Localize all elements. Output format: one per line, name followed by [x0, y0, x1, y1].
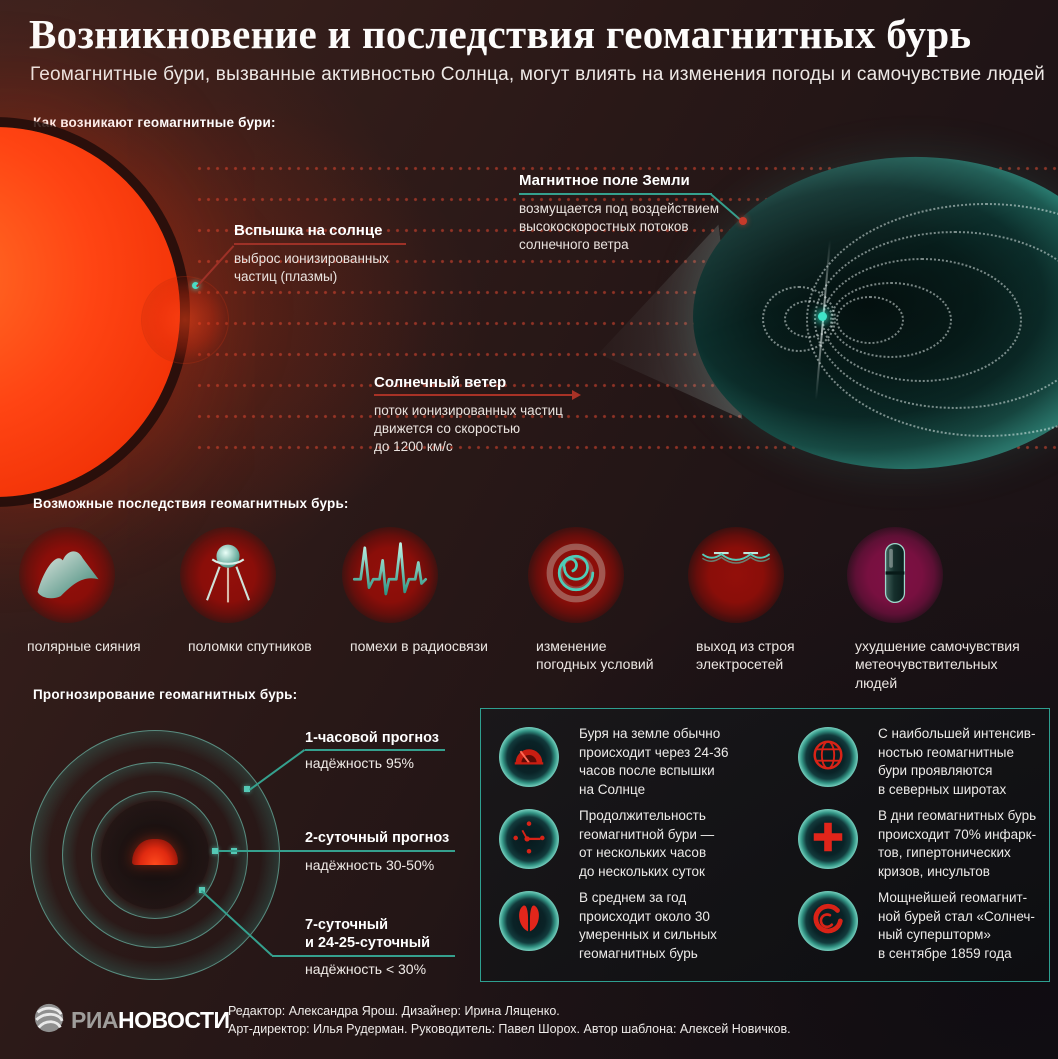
aurora-icon [25, 531, 109, 620]
credits: Редактор: Александра Ярош. Дизайнер: Ири… [228, 1003, 791, 1038]
logo-text: РИАНОВОСТИ [71, 1007, 230, 1034]
weather-spiral-icon [534, 531, 618, 620]
fact-disc [798, 727, 858, 787]
consequence-disc [180, 527, 276, 623]
consequence-disc [342, 527, 438, 623]
forecast-level1-marker [244, 786, 250, 792]
forecast-level2-line [218, 850, 455, 852]
flare-underline [234, 243, 406, 245]
fact-disc [499, 727, 559, 787]
radio-interference-icon [348, 531, 432, 620]
logo-ria: РИА [71, 1007, 118, 1033]
consequence-label: помехи в радиосвязи [350, 638, 488, 654]
forecast-level1-underline [305, 749, 445, 751]
satellite-icon [186, 531, 270, 620]
fact-text: С наибольшей интенсив- ностью геомагнитн… [878, 726, 1036, 797]
forecast-level2-reliability: надёжность 30-50% [305, 857, 435, 873]
consequence-item-weather: изменение погодных условий [528, 527, 688, 674]
forecast-level2-title: 2-суточный прогноз [305, 830, 450, 846]
clock-icon [510, 818, 548, 861]
globe-icon [809, 736, 847, 779]
fact-item-delay: Буря на земле обычно происходит через 24… [485, 725, 784, 807]
magnetic-field-underline [519, 193, 712, 195]
fact-disc [499, 891, 559, 951]
fact-text: Мощнейшей геомагнит- ной бурей стал «Сол… [878, 890, 1035, 961]
consequence-item-radio: помехи в радиосвязи [342, 527, 517, 655]
solar-wind-arrow-line [374, 394, 574, 396]
consequence-disc [847, 527, 943, 623]
fact-item-duration: Продолжительность геомагнитной бури — от… [485, 807, 784, 889]
fact-disc [499, 809, 559, 869]
fact-disc [798, 809, 858, 869]
fact-item-frequency: В среднем за год происходит около 30 уме… [485, 889, 784, 971]
fact-text: Продолжительность геомагнитной бури — от… [579, 808, 715, 879]
earth-dot [818, 312, 827, 321]
consequence-item-power: выход из строя электросетей [688, 527, 848, 674]
consequence-label: выход из строя электросетей [696, 638, 795, 673]
storm-spiral-icon [809, 900, 847, 943]
credits-line1: Редактор: Александра Ярош. Дизайнер: Ири… [228, 1004, 560, 1018]
consequence-disc [19, 527, 115, 623]
logo-novosti: НОВОСТИ [117, 1007, 230, 1033]
forecast-section-heading: Прогнозирование геомагнитных бурь: [33, 687, 298, 702]
forecast-level1-leader [249, 749, 305, 791]
page-title: Возникновение и последствия геомагнитных… [29, 11, 972, 57]
fact-text: В среднем за год происходит около 30 уме… [579, 890, 717, 961]
gauge-icon [510, 736, 548, 779]
solar-flare-bubble [141, 276, 229, 364]
origin-section-heading: Как возникают геомагнитные бури: [33, 115, 276, 130]
forecast-level3-underline [272, 955, 455, 957]
page-subtitle: Геомагнитные бури, вызванные активностью… [30, 64, 1045, 85]
consequence-item-health: ухудшение самочувствия метеочувствительн… [847, 527, 1047, 692]
forecast-level1-title: 1-часовой прогноз [305, 730, 439, 746]
consequence-item-aurora: полярные сияния [19, 527, 179, 655]
flare-marker-dot [192, 282, 199, 289]
fact-item-superstorm: Мощнейшей геомагнит- ной бурей стал «Сол… [784, 889, 1058, 971]
fact-text: Буря на земле обычно происходит через 24… [579, 726, 729, 797]
fact-item-health: В дни геомагнитных бурь происходит 70% и… [784, 807, 1058, 889]
consequence-label: ухудшение самочувствия метеочувствительн… [855, 638, 1020, 691]
fact-text: В дни геомагнитных бурь происходит 70% и… [878, 808, 1037, 879]
aurora-red-icon [510, 900, 548, 943]
sun-dome-icon [132, 839, 178, 865]
consequence-item-satellite: поломки спутников [180, 527, 340, 655]
globe-logo-icon [33, 1002, 65, 1039]
flare-description: выброс ионизированных частиц (плазмы) [234, 251, 389, 285]
consequence-label: изменение погодных условий [536, 638, 654, 673]
consequence-disc [528, 527, 624, 623]
forecast-facts-box: Буря на земле обычно происходит через 24… [480, 708, 1050, 982]
pill-icon [853, 531, 937, 620]
consequence-label: поломки спутников [188, 638, 312, 654]
power-lines-icon [694, 531, 778, 620]
forecast-level3-title: 7-суточный и 24-25-суточный [305, 917, 431, 951]
consequence-label: полярные сияния [27, 638, 141, 654]
magnetic-field-description: возмущается под воздействием высокоскоро… [519, 201, 720, 253]
consequence-disc [688, 527, 784, 623]
fact-item-latitude: С наибольшей интенсив- ностью геомагнитн… [784, 725, 1058, 807]
solar-wind-description: поток ионизированных частиц движется со … [374, 403, 563, 455]
ria-novosti-logo: РИАНОВОСТИ [33, 1002, 230, 1039]
solar-wind-arrowhead-icon [572, 390, 581, 400]
magnetic-field-marker-dot [739, 217, 747, 225]
medical-cross-icon [809, 818, 847, 861]
credits-line2: Арт-директор: Илья Рудерман. Руководител… [228, 1021, 791, 1036]
consequences-section-heading: Возможные последствия геомагнитных бурь: [33, 496, 349, 511]
forecast-level2-marker-a [212, 848, 218, 854]
solar-wind-title: Солнечный ветер [374, 374, 507, 391]
magnetic-field-title: Магнитное поле Земли [519, 172, 690, 189]
fact-disc [798, 891, 858, 951]
forecast-level1-reliability: надёжность 95% [305, 755, 414, 771]
flare-title: Вспышка на солнце [234, 222, 383, 239]
forecast-level3-reliability: надёжность < 30% [305, 961, 427, 977]
